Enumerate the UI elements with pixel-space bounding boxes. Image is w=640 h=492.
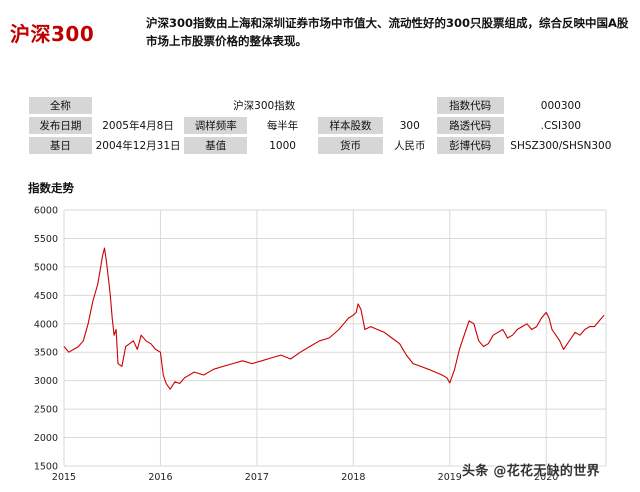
route-label: 路透代码 bbox=[436, 117, 504, 134]
currency-value: 人民币 bbox=[385, 137, 434, 154]
y-tick-label: 5000 bbox=[34, 262, 58, 273]
y-tick-label: 5500 bbox=[34, 234, 58, 245]
grid-lines bbox=[63, 209, 607, 467]
series-layer bbox=[63, 247, 605, 390]
code-label: 指数代码 bbox=[436, 97, 504, 114]
y-tick-labels: 1500 2000 2500 3000 3500 4000 4500 5000 5500 6000 bbox=[34, 206, 58, 473]
series-line bbox=[63, 247, 605, 390]
y-tick-label: 4000 bbox=[34, 319, 58, 330]
count-label: 样本股数 bbox=[318, 117, 383, 134]
x-tick-label: 2015 bbox=[52, 472, 76, 483]
x-tick-label: 2017 bbox=[245, 472, 269, 483]
y-tick-label: 1500 bbox=[34, 462, 58, 473]
watermark-text: 头条 @花花无缺的世界 bbox=[462, 464, 600, 479]
index-title: 沪深300 bbox=[10, 22, 95, 46]
chart-title: 指数走势 bbox=[28, 181, 74, 195]
base-value-value: 1000 bbox=[250, 137, 316, 154]
x-tick-label: 2016 bbox=[148, 472, 172, 483]
bloomberg-label: 彭博代码 bbox=[436, 137, 504, 154]
y-tick-label: 3000 bbox=[34, 376, 58, 387]
freq-value: 每半年 bbox=[250, 117, 316, 134]
y-tick-label: 3500 bbox=[34, 348, 58, 359]
title-block: 沪深300 沪深300指数由上海和深圳证券市场中市值大、流动性好的300只股票组… bbox=[10, 12, 630, 56]
currency-label: 货币 bbox=[318, 137, 383, 154]
info-row: 全称 沪深300指数 指数代码 000300 bbox=[29, 97, 615, 114]
full-name-value: 沪深300指数 bbox=[94, 97, 434, 114]
x-tick-label: 2019 bbox=[438, 472, 462, 483]
x-tick-labels: 2015 2016 2017 2018 2019 2020 bbox=[52, 472, 558, 483]
x-tick-label: 2020 bbox=[534, 472, 558, 483]
index-trend-chart: 1500 2000 2500 3000 3500 4000 4500 5000 5500 6000… bbox=[34, 206, 607, 483]
base-date-label: 基日 bbox=[29, 137, 92, 154]
release-label: 发布日期 bbox=[29, 117, 92, 134]
y-tick-label: 6000 bbox=[34, 206, 58, 217]
y-tick-label: 2500 bbox=[34, 405, 58, 416]
index-description: 沪深300指数由上海和深圳证券市场中市值大、流动性好的300只股票组成，综合反映… bbox=[146, 16, 629, 48]
bloomberg-value: SHSZ300/SHSN300 bbox=[506, 137, 615, 154]
base-date-value: 2004年12月31日 bbox=[94, 137, 182, 154]
code-value: 000300 bbox=[506, 97, 615, 114]
info-row: 发布日期 2005年4月8日 调样频率 每半年 样本股数 300 路透代码 .C… bbox=[29, 117, 615, 134]
x-tick-label: 2018 bbox=[341, 472, 365, 483]
freq-label: 调样频率 bbox=[184, 117, 248, 134]
count-value: 300 bbox=[385, 117, 434, 134]
base-value-label: 基值 bbox=[184, 137, 248, 154]
release-value: 2005年4月8日 bbox=[94, 117, 182, 134]
y-tick-label: 4500 bbox=[34, 291, 58, 302]
info-row: 基日 2004年12月31日 基值 1000 货币 人民币 彭博代码 SHSZ3… bbox=[29, 137, 615, 154]
route-value: .CSI300 bbox=[506, 117, 615, 134]
full-name-label: 全称 bbox=[29, 97, 92, 114]
index-info-table: 全称 沪深300指数 指数代码 000300 发布日期 2005年4月8日 调样… bbox=[26, 94, 618, 157]
y-tick-label: 2000 bbox=[34, 433, 58, 444]
